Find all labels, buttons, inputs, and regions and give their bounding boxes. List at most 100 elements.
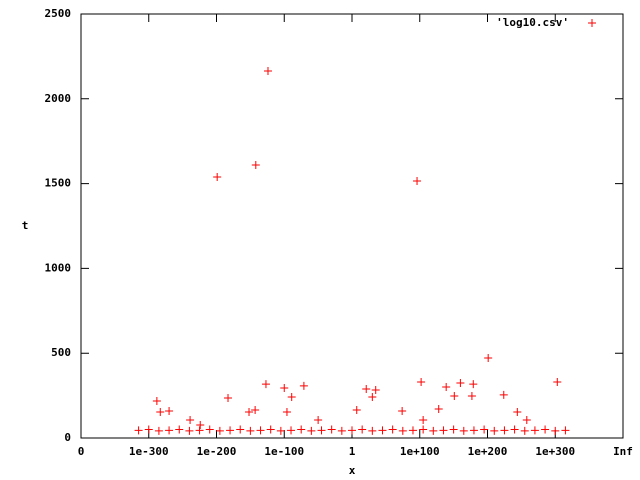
point (195, 426, 204, 435)
point (196, 420, 205, 429)
x-tick-label: 1 (349, 445, 356, 458)
y-tick-label: 1500 (45, 177, 72, 190)
point (541, 425, 550, 434)
x-tick-label: 1e+200 (468, 445, 508, 458)
point (307, 426, 316, 435)
point (459, 426, 468, 435)
point (469, 426, 478, 435)
point (156, 408, 165, 417)
point (185, 426, 194, 435)
point (287, 426, 296, 435)
point (287, 392, 296, 401)
point (419, 416, 428, 425)
point (348, 426, 356, 435)
point (236, 425, 245, 434)
y-tick-label: 0 (64, 431, 71, 444)
x-tick-label: 1e-100 (264, 445, 304, 458)
point (530, 426, 539, 435)
point (398, 426, 407, 435)
y-tick-label: 500 (51, 346, 71, 359)
point (358, 425, 367, 434)
point (551, 426, 560, 435)
point (263, 66, 272, 75)
point (500, 426, 509, 435)
point (299, 381, 308, 390)
point (175, 425, 184, 434)
y-tick-label: 2000 (45, 92, 72, 105)
point (553, 378, 562, 387)
point (266, 425, 275, 434)
point (408, 426, 417, 435)
point (368, 426, 377, 435)
point (490, 426, 499, 435)
x-tick-label: Inf (613, 445, 633, 458)
point (205, 425, 214, 434)
legend-marker (588, 19, 596, 27)
point (213, 172, 222, 181)
x-tick-label: 1e-200 (197, 445, 237, 458)
point (413, 177, 422, 186)
point (186, 416, 195, 425)
point (368, 392, 377, 401)
point (134, 426, 143, 435)
y-axis-label: t (22, 219, 29, 232)
point (449, 425, 458, 434)
point (152, 397, 161, 406)
point (282, 408, 291, 417)
point (371, 386, 380, 395)
point (245, 408, 254, 417)
point (276, 426, 285, 435)
point (484, 353, 493, 362)
point (417, 378, 426, 387)
point (251, 406, 260, 415)
point (513, 408, 522, 417)
point (297, 425, 306, 434)
point (154, 426, 163, 435)
point (337, 426, 346, 435)
point (144, 425, 153, 434)
point (317, 426, 326, 435)
point (314, 416, 323, 425)
point (522, 416, 531, 425)
point (256, 426, 265, 435)
point (215, 426, 224, 435)
point (510, 425, 519, 434)
x-tick-label: 1e-300 (129, 445, 169, 458)
point (388, 425, 397, 434)
plot-frame (80, 13, 624, 439)
y-tick-label: 2500 (45, 7, 72, 20)
x-tick-label: 0 (78, 445, 85, 458)
point (467, 391, 476, 400)
x-axis-label: x (349, 464, 356, 477)
point (520, 426, 529, 435)
point (429, 426, 438, 435)
point (419, 425, 428, 434)
point (165, 407, 174, 416)
point (439, 426, 448, 435)
point (246, 426, 255, 435)
point (165, 426, 174, 435)
point (226, 426, 235, 435)
point (442, 382, 451, 391)
point (480, 425, 489, 434)
point (469, 380, 478, 389)
point (450, 391, 459, 400)
point (251, 160, 260, 169)
point (327, 425, 336, 434)
x-tick-label: 1e+300 (535, 445, 575, 458)
point (280, 383, 289, 392)
point (224, 393, 233, 402)
point (499, 390, 508, 399)
y-tick-label: 1000 (45, 261, 72, 274)
point (261, 380, 270, 389)
legend-label: 'log10.csv' (496, 16, 569, 29)
point (398, 407, 407, 416)
point (378, 426, 387, 435)
point (434, 404, 443, 413)
point (456, 379, 465, 388)
point (362, 384, 371, 393)
point (352, 406, 361, 415)
point (561, 426, 570, 435)
x-tick-label: 1e+100 (400, 445, 440, 458)
